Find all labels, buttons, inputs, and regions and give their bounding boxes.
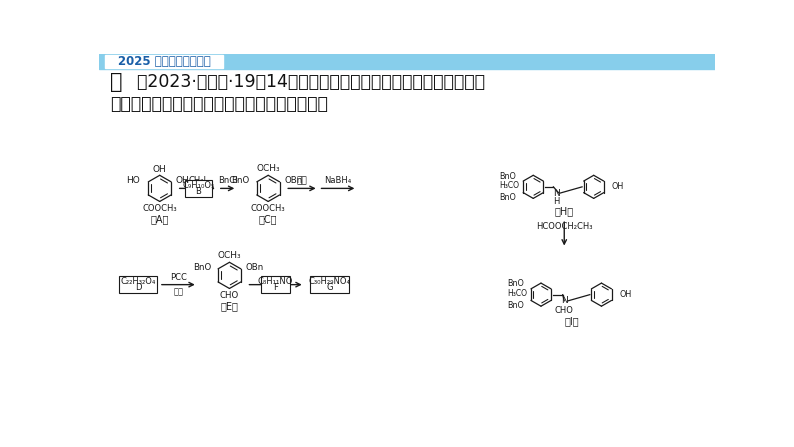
Text: C₂₂H₃₂O₄: C₂₂H₃₂O₄ [121, 277, 156, 286]
Text: （2023·辽宁卷·19，14分）加兰他敏是一种天然生物碱，可作为阿: （2023·辽宁卷·19，14分）加兰他敏是一种天然生物碱，可作为阿 [125, 73, 484, 91]
Text: OH: OH [611, 182, 624, 191]
Text: OH: OH [176, 176, 190, 185]
Text: OH: OH [152, 165, 167, 174]
Text: OCH₃: OCH₃ [218, 251, 241, 260]
Text: HCOOCH₂CH₃: HCOOCH₂CH₃ [536, 222, 592, 231]
Text: BnO: BnO [507, 301, 524, 310]
Text: BnO: BnO [499, 172, 516, 181]
Text: （A）: （A） [151, 214, 169, 224]
Text: （I）: （I） [565, 316, 580, 327]
Bar [184, 180, 213, 197]
Text: OBn: OBn [284, 176, 303, 185]
Text: （H）: （H） [555, 207, 574, 216]
Text: （E）: （E） [221, 301, 238, 311]
Text: OCH₃: OCH₃ [256, 164, 280, 173]
Bar [261, 276, 291, 293]
Text: F: F [273, 283, 278, 292]
Text: D: D [135, 283, 141, 292]
Text: NaBH₄: NaBH₄ [324, 176, 352, 186]
Text: COOCH₃: COOCH₃ [142, 204, 177, 213]
Text: C₈H₁₁NO: C₈H₁₁NO [258, 277, 293, 286]
Bar [310, 276, 349, 293]
Text: N: N [561, 296, 568, 305]
Text: PCC: PCC [170, 273, 187, 282]
Text: CH₃I: CH₃I [188, 176, 206, 186]
Bar [119, 276, 156, 293]
Bar [106, 55, 223, 67]
Text: OBn: OBn [245, 263, 264, 272]
Text: B: B [195, 187, 202, 196]
Text: 还原: 还原 [296, 176, 307, 186]
Text: G: G [326, 283, 333, 292]
Text: HO: HO [125, 176, 140, 185]
Text: COOCH₃: COOCH₃ [251, 204, 286, 213]
Text: 氧化: 氧化 [173, 288, 183, 297]
Text: H: H [553, 197, 560, 206]
Text: OH: OH [619, 290, 631, 299]
Text: BnO: BnO [194, 263, 212, 272]
Text: 2025 高考一轮复习用书: 2025 高考一轮复习用书 [118, 55, 210, 68]
Text: BnO: BnO [231, 176, 249, 185]
Bar [99, 54, 715, 69]
Text: BnO: BnO [499, 193, 516, 202]
Text: （C）: （C） [259, 214, 277, 224]
Text: BnCl: BnCl [218, 176, 237, 186]
Text: CHO: CHO [555, 306, 574, 315]
Text: N: N [553, 189, 560, 198]
Text: 尔茨海默症的药物，其中间体的合成路线如下。: 尔茨海默症的药物，其中间体的合成路线如下。 [110, 95, 328, 113]
Text: BnO: BnO [507, 279, 524, 288]
Text: CHO: CHO [220, 291, 239, 300]
Text: C₃₀H₂₉NO₄: C₃₀H₂₉NO₄ [308, 277, 350, 286]
Text: H₃CO: H₃CO [499, 181, 519, 190]
Text: 例: 例 [110, 72, 122, 92]
Text: H₃CO: H₃CO [507, 289, 527, 298]
Text: C₉H₁₀O₅: C₉H₁₀O₅ [183, 181, 214, 190]
